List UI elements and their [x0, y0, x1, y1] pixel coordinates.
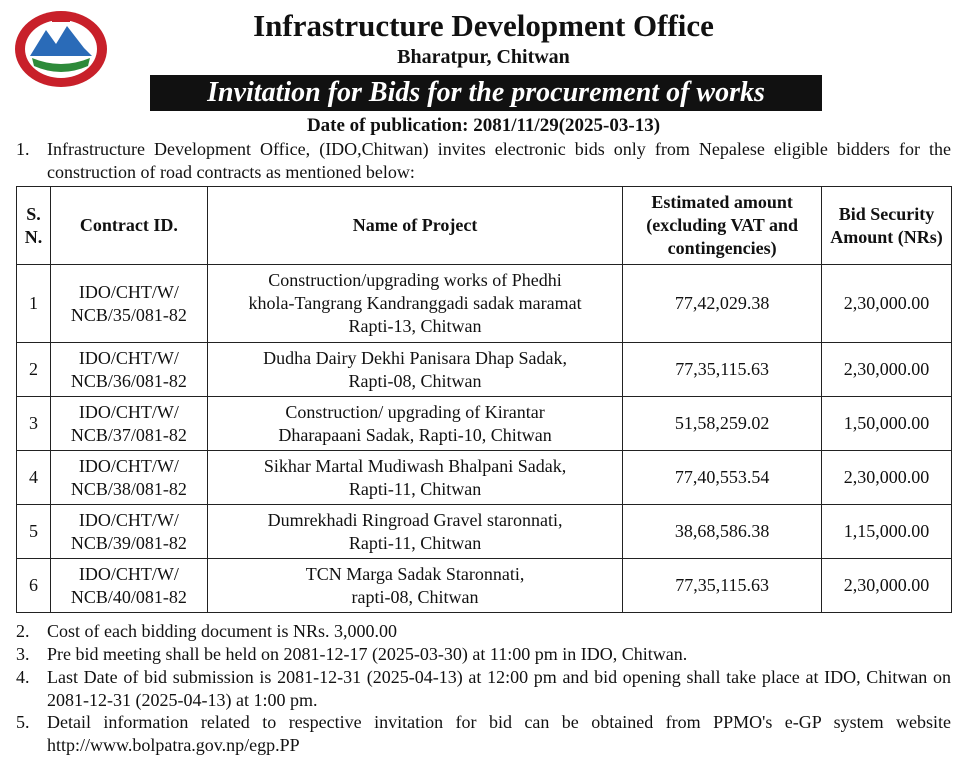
table-cell: TCN Marga Sadak Staronnati, rapti-08, Ch… — [206, 558, 624, 613]
table-row: 5 IDO/CHT/W/ NCB/39/081-82 Dumrekhadi Ring… — [16, 504, 952, 559]
note: 5. Detail information related to respecti… — [16, 711, 951, 756]
table-cell: 1,15,000.00 — [821, 504, 952, 559]
column-header: Estimated amount (excluding VAT and cont… — [622, 186, 823, 265]
table-cell: IDO/CHT/W/ NCB/38/081-82 — [49, 450, 208, 505]
table-row: 3 IDO/CHT/W/ NCB/37/081-82 Construction/ u… — [16, 396, 952, 451]
header-row: S. N. Contract ID. Name of Project Estimate… — [16, 186, 952, 265]
item-text: Cost of each bidding document is NRs. 3,… — [47, 621, 397, 641]
item-text: Last Date of bid submission is 2081-12-3… — [47, 667, 951, 710]
table-cell: 4 — [16, 450, 51, 505]
table-cell: 5 — [16, 504, 51, 559]
table-cell: Dumrekhadi Ringroad Gravel staronnati, R… — [206, 504, 624, 559]
table-cell: 2 — [16, 342, 51, 397]
table-row: 1 IDO/CHT/W/ NCB/35/081-82 Construction/up… — [16, 264, 952, 343]
table-cell: 77,35,115.63 — [622, 342, 823, 397]
table-cell: 1,50,000.00 — [821, 396, 952, 451]
table-cell: 2,30,000.00 — [821, 342, 952, 397]
table-cell: 6 — [16, 558, 51, 613]
table-cell: 2,30,000.00 — [821, 450, 952, 505]
item-number: 4. — [16, 667, 30, 687]
table-cell: 2,30,000.00 — [821, 558, 952, 613]
table-cell: Sikhar Martal Mudiwash Bhalpani Sadak, R… — [206, 450, 624, 505]
date: Date of publication: 2081/11/29(2025-03-… — [306, 115, 661, 136]
table-cell: 77,35,115.63 — [622, 558, 823, 613]
title: Infrastructure Development Office — [253, 8, 714, 43]
table-cell: IDO/CHT/W/ NCB/36/081-82 — [49, 342, 208, 397]
column-header: Contract ID. — [49, 186, 208, 265]
table-cell: 77,42,029.38 — [622, 264, 823, 343]
item-number: 2. — [16, 621, 30, 641]
item-number: 3. — [16, 644, 30, 664]
table-cell: 2,30,000.00 — [821, 264, 952, 343]
note: 3. Pre bid meeting shall be held on 2081-… — [16, 643, 951, 666]
table-cell: IDO/CHT/W/ NCB/39/081-82 — [49, 504, 208, 559]
subtitle: Bharatpur, Chitwan — [397, 46, 570, 68]
column-header: Bid Security Amount (NRs) — [821, 186, 952, 265]
intro: 1. Infrastructure Development Office, (I… — [16, 138, 951, 183]
table-cell: Dudha Dairy Dekhi Panisara Dhap Sadak, R… — [206, 342, 624, 397]
item-text: Pre bid meeting shall be held on 2081-12… — [47, 644, 688, 664]
table-row: 4 IDO/CHT/W/ NCB/38/081-82 Sikhar Martal M… — [16, 450, 952, 505]
table-cell: IDO/CHT/W/ NCB/40/081-82 — [49, 558, 208, 613]
table-cell: Construction/upgrading works of Phedhi k… — [206, 264, 624, 343]
table-cell: 3 — [16, 396, 51, 451]
table-cell: 77,40,553.54 — [622, 450, 823, 505]
item-text: Infrastructure Development Office, (IDO,… — [47, 139, 951, 182]
banner: Invitation for Bids for the procurement … — [150, 75, 822, 111]
table-cell: 51,58,259.02 — [622, 396, 823, 451]
item-text: Detail information related to respective… — [47, 712, 951, 755]
table-cell: Construction/ upgrading of Kirantar Dhar… — [206, 396, 624, 451]
table-cell: 38,68,586.38 — [622, 504, 823, 559]
table-row: 2 IDO/CHT/W/ NCB/36/081-82 Dudha Dairy Dek… — [16, 342, 952, 397]
column-header: S. N. — [16, 186, 51, 265]
item-number: 5. — [16, 712, 30, 732]
table-cell: 1 — [16, 264, 51, 343]
table-cell: IDO/CHT/W/ NCB/35/081-82 — [49, 264, 208, 343]
table-row: 6 IDO/CHT/W/ NCB/40/081-82 TCN Marga Sadak… — [16, 558, 952, 613]
table-cell: IDO/CHT/W/ NCB/37/081-82 — [49, 396, 208, 451]
emblem — [15, 11, 107, 87]
note: 2. Cost of each bidding document is NRs. … — [16, 620, 951, 643]
item-number: 1. — [16, 139, 30, 159]
note: 4. Last Date of bid submission is 2081-12… — [16, 666, 951, 711]
bid-table: S. N. Contract ID. Name of Project Estimate… — [16, 186, 952, 613]
column-header: Name of Project — [206, 186, 624, 265]
